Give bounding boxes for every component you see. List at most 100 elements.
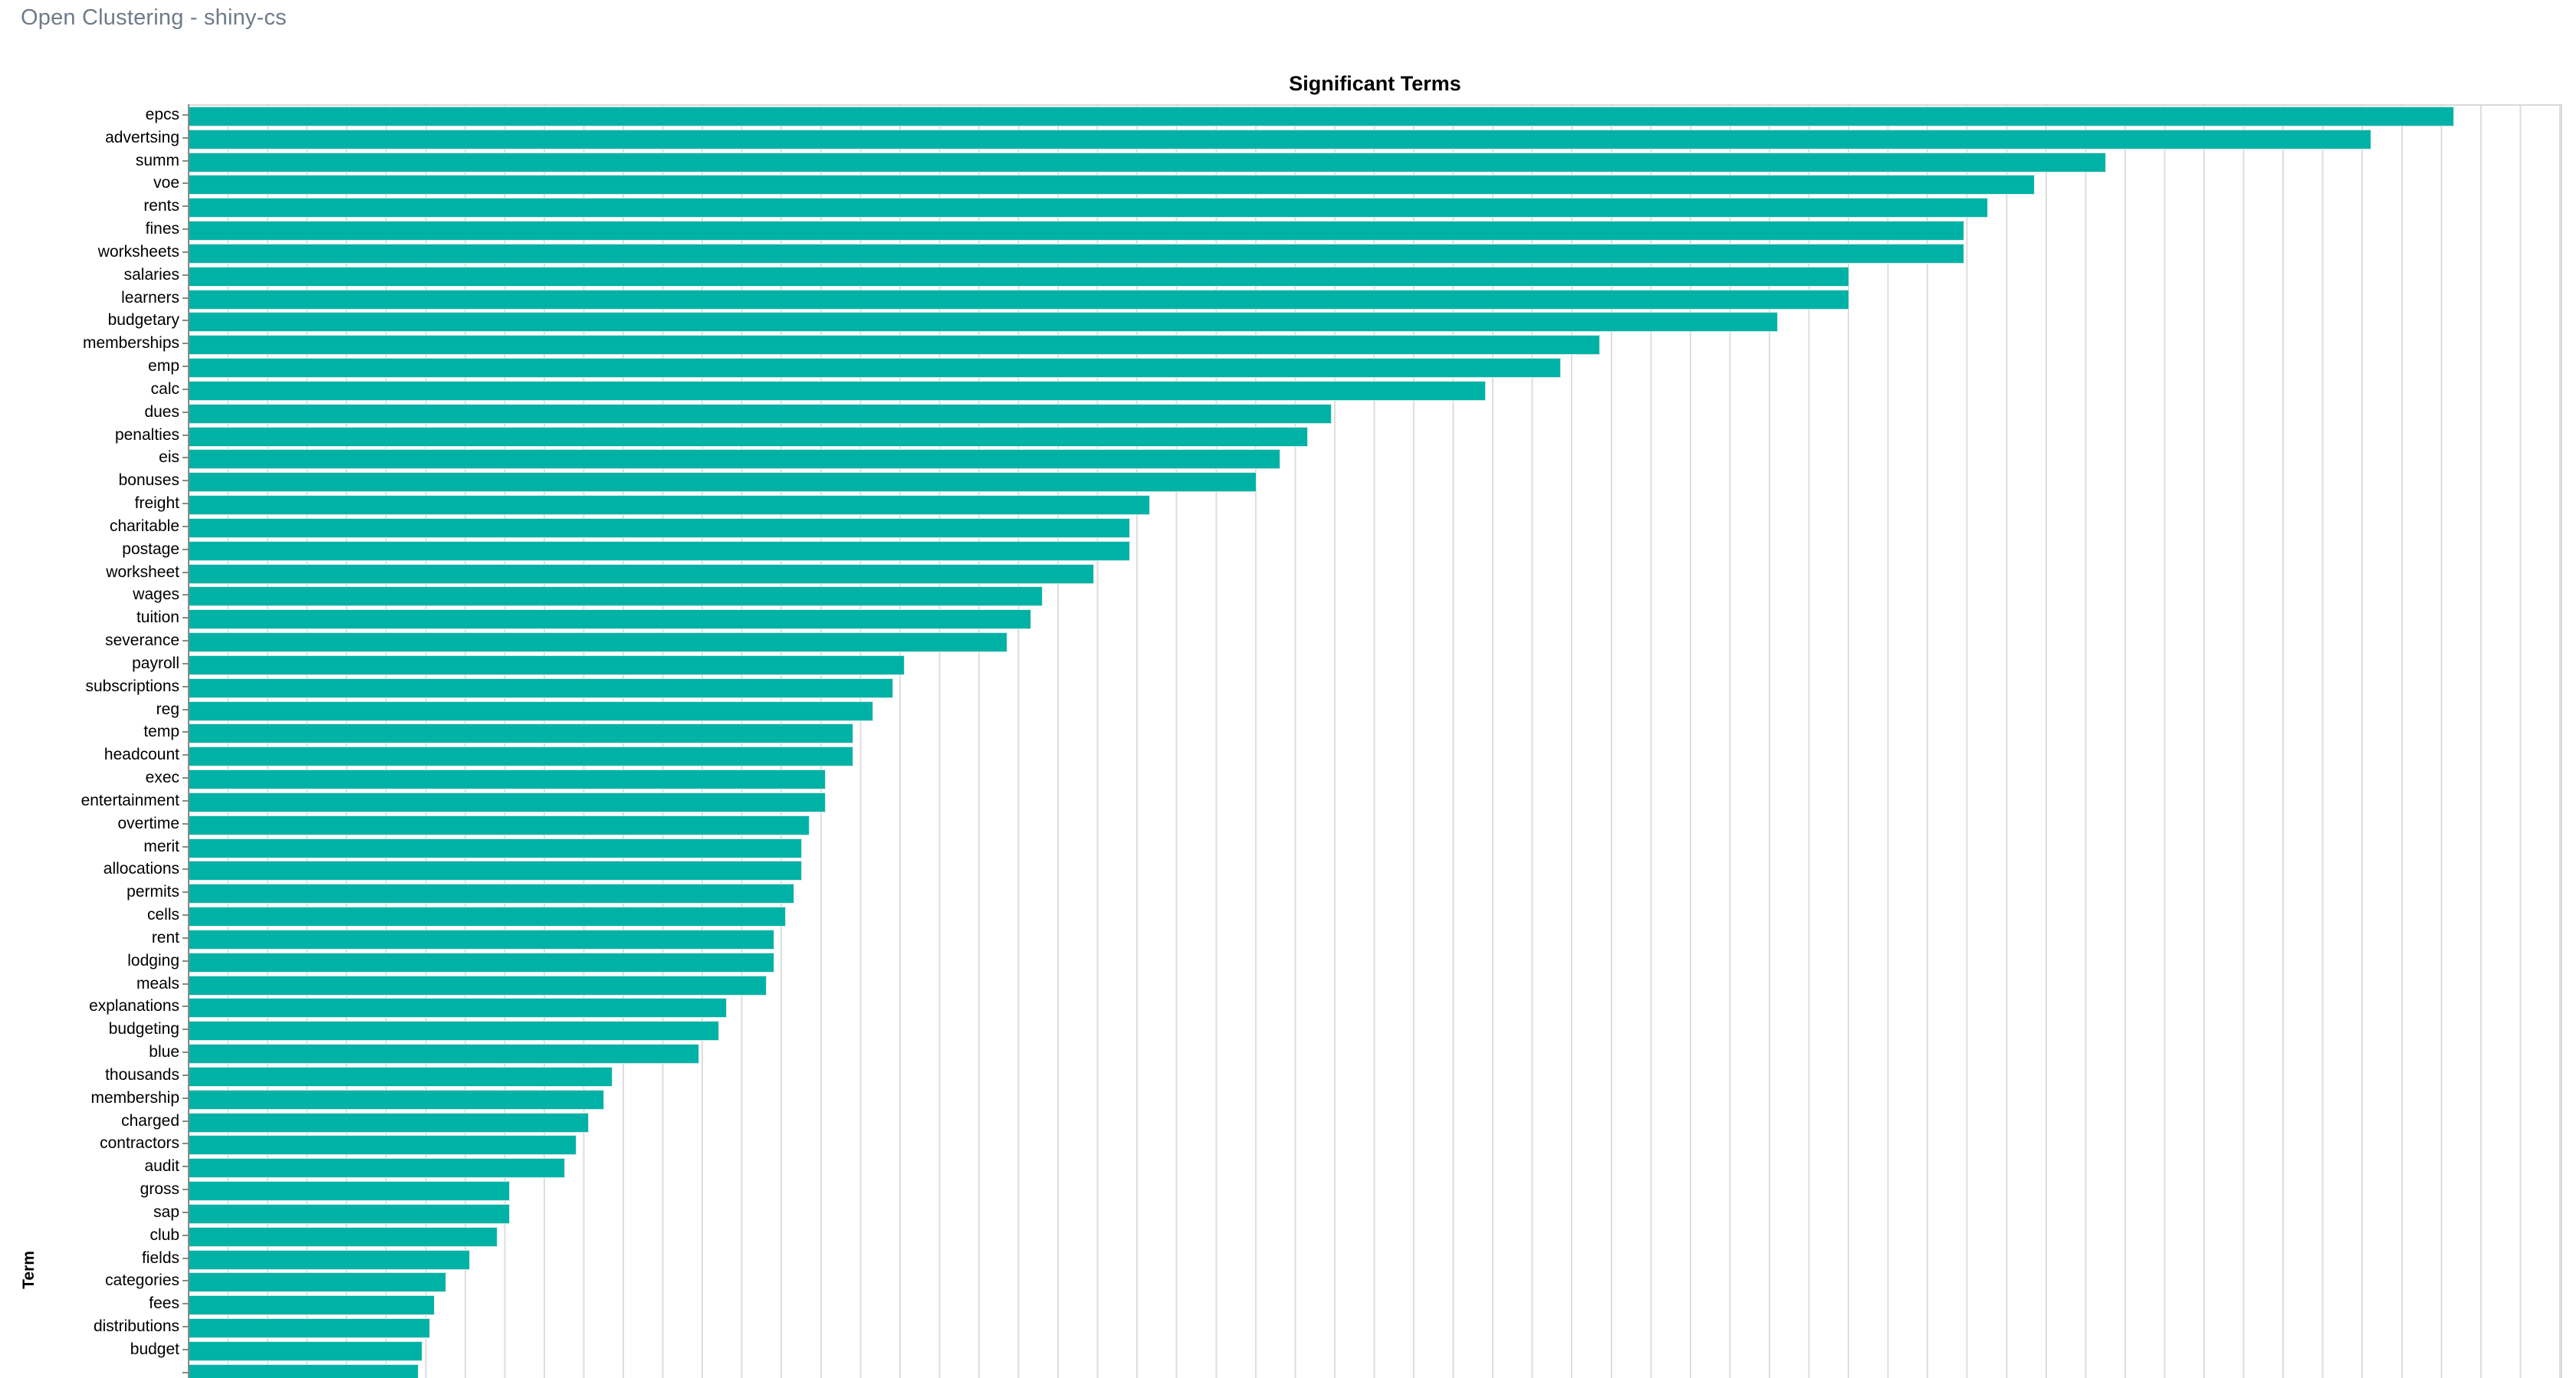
bar[interactable] [189,609,1031,630]
bar[interactable] [189,1181,510,1201]
bar[interactable] [189,1340,423,1361]
bar[interactable] [189,563,1095,584]
bar[interactable] [189,335,1601,356]
bar[interactable] [189,517,1130,538]
y-tick-label: postage [122,540,179,558]
bar[interactable] [189,884,794,904]
bar[interactable] [189,1295,435,1316]
y-tick-label: eis [159,448,179,467]
bar[interactable] [189,1021,719,1042]
y-axis-tick [182,937,189,939]
y-tick-label: reg [156,700,179,718]
bar[interactable] [189,243,1964,264]
bar[interactable] [189,907,787,927]
bar[interactable] [189,1363,419,1378]
y-tick-label: categories [105,1271,179,1290]
bar[interactable] [189,1089,605,1110]
bar[interactable] [189,975,767,996]
bar[interactable] [189,746,854,767]
y-axis-tick [182,1234,189,1236]
bar[interactable] [189,998,728,1019]
bar[interactable] [189,1272,447,1293]
bar[interactable] [189,152,2107,172]
bar[interactable] [189,929,774,950]
bar[interactable] [189,632,1008,653]
bar[interactable] [189,1066,613,1087]
y-tick-label: salaries [123,265,179,284]
y-axis-tick [182,571,189,573]
y-tick-label: epcs [145,106,179,123]
bar[interactable] [189,792,826,812]
y-tick-label: calc [150,379,179,398]
bar[interactable] [189,449,1280,470]
y-tick-label: overtime [117,814,179,832]
y-tick-label: tuition [136,609,179,627]
y-axis-tick [182,594,189,596]
y-axis-tick [182,1097,189,1099]
bar[interactable] [189,815,810,835]
y-tick-label: fields [141,1248,179,1267]
bar[interactable] [189,1203,510,1224]
y-tick-label: gross [140,1180,179,1198]
y-tick-label: advertsing [105,128,179,146]
y-axis-tick [182,1280,189,1282]
y-tick-label: voe [153,174,179,192]
y-axis-tick [182,411,189,413]
y-axis-tick [182,1257,189,1259]
y-axis-tick [182,1211,189,1213]
y-tick-label: charitable [109,517,179,535]
y-tick-label: penalties [114,425,179,444]
y-tick-label: club [150,1225,179,1244]
y-tick-label: explanations [89,997,179,1015]
y-axis-tick [182,548,189,550]
bar[interactable] [189,700,873,721]
bar[interactable] [189,1044,699,1065]
bar[interactable] [189,586,1043,607]
bar[interactable] [189,358,1561,379]
bar[interactable] [189,678,893,698]
bar[interactable] [189,403,1332,424]
bar[interactable] [189,221,1964,241]
y-axis-labels: epcs advertsing summ voe rents fines worksheet… [0,0,189,1378]
bar[interactable] [189,426,1308,447]
bar[interactable] [189,1135,577,1156]
y-tick-label: memberships [82,334,179,353]
bar[interactable] [189,472,1257,493]
bar[interactable] [189,198,1988,218]
bar[interactable] [189,380,1486,401]
y-tick-label: audit [144,1157,179,1176]
bar[interactable] [189,1226,498,1247]
y-tick-label: worksheets [97,242,179,261]
bar[interactable] [189,655,905,675]
y-axis-tick [182,159,189,162]
bar[interactable] [189,107,2454,126]
y-axis-tick [182,228,189,231]
bar[interactable] [189,495,1150,516]
bar[interactable] [189,312,1779,333]
y-tick-label: merit [143,837,179,855]
bar[interactable] [189,266,1850,287]
y-axis-tick [182,136,189,139]
y-axis-tick [182,366,189,368]
bar[interactable] [189,1249,470,1270]
bar[interactable] [189,540,1130,561]
bar[interactable] [189,289,1850,310]
bar[interactable] [189,1158,565,1179]
bar[interactable] [189,175,2036,195]
bar[interactable] [189,1112,589,1133]
bar[interactable] [189,769,826,790]
bar[interactable] [189,838,803,858]
bar[interactable] [189,129,2371,149]
bar[interactable] [189,1317,431,1338]
y-axis-tick [182,1029,189,1031]
bar[interactable] [189,723,854,744]
y-tick-label: contractors [100,1134,179,1153]
bar[interactable] [189,861,803,881]
y-axis-tick [182,662,189,664]
y-axis-tick [182,525,189,527]
y-axis-tick [182,1120,189,1122]
bar[interactable] [189,952,774,973]
plot-area [189,104,2562,1378]
y-tick-label: temp [143,723,179,741]
